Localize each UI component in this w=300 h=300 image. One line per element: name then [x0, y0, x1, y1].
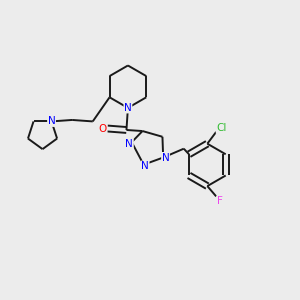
Text: N: N: [124, 103, 132, 113]
Text: N: N: [48, 116, 56, 126]
Text: F: F: [217, 196, 223, 206]
Text: O: O: [99, 124, 107, 134]
Text: N: N: [162, 152, 170, 163]
Text: Cl: Cl: [216, 123, 227, 134]
Text: N: N: [125, 139, 133, 149]
Text: N: N: [141, 161, 149, 171]
